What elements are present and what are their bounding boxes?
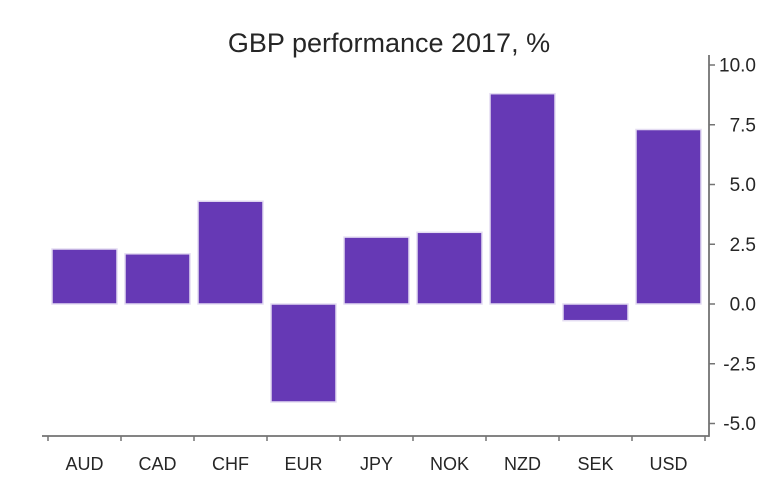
x-tick-label-nok: NOK — [430, 454, 469, 474]
y-tick-label: 2.5 — [730, 235, 756, 256]
bar-eur — [270, 303, 337, 403]
y-tick-label: 0.0 — [730, 295, 756, 316]
y-tick-label: 5.0 — [730, 175, 756, 196]
x-tick-label-eur: EUR — [284, 454, 322, 474]
x-tick-label-cad: CAD — [138, 454, 176, 474]
x-tick-label-jpy: JPY — [360, 454, 393, 474]
bars-group — [51, 92, 702, 403]
chart-title: GBP performance 2017, % — [228, 28, 550, 58]
axis-labels-group: 10.0 7.5 5.0 2.5 0.0 -2.5 -5.0 AUD CAD CHF EUR JPY N… — [65, 56, 756, 475]
x-tick-label-chf: CHF — [212, 454, 249, 474]
bar-usd — [635, 128, 702, 305]
bar-cad — [124, 253, 191, 305]
bar-aud — [51, 248, 118, 305]
y-tick-label: 7.5 — [730, 115, 756, 136]
y-tick-label: 10.0 — [719, 56, 756, 77]
x-tick-label-sek: SEK — [577, 454, 613, 474]
bar-sek — [562, 303, 629, 322]
axes-group — [42, 55, 715, 441]
x-tick-label-usd: USD — [649, 454, 687, 474]
x-tick-label-nzd: NZD — [504, 454, 541, 474]
x-tick-label-aud: AUD — [65, 454, 103, 474]
bar-nok — [416, 231, 483, 305]
bar-jpy — [343, 236, 410, 305]
bar-nzd — [489, 92, 556, 305]
y-tick-label: -5.0 — [723, 414, 756, 435]
bar-chf — [197, 200, 264, 305]
y-tick-label: -2.5 — [723, 354, 756, 375]
